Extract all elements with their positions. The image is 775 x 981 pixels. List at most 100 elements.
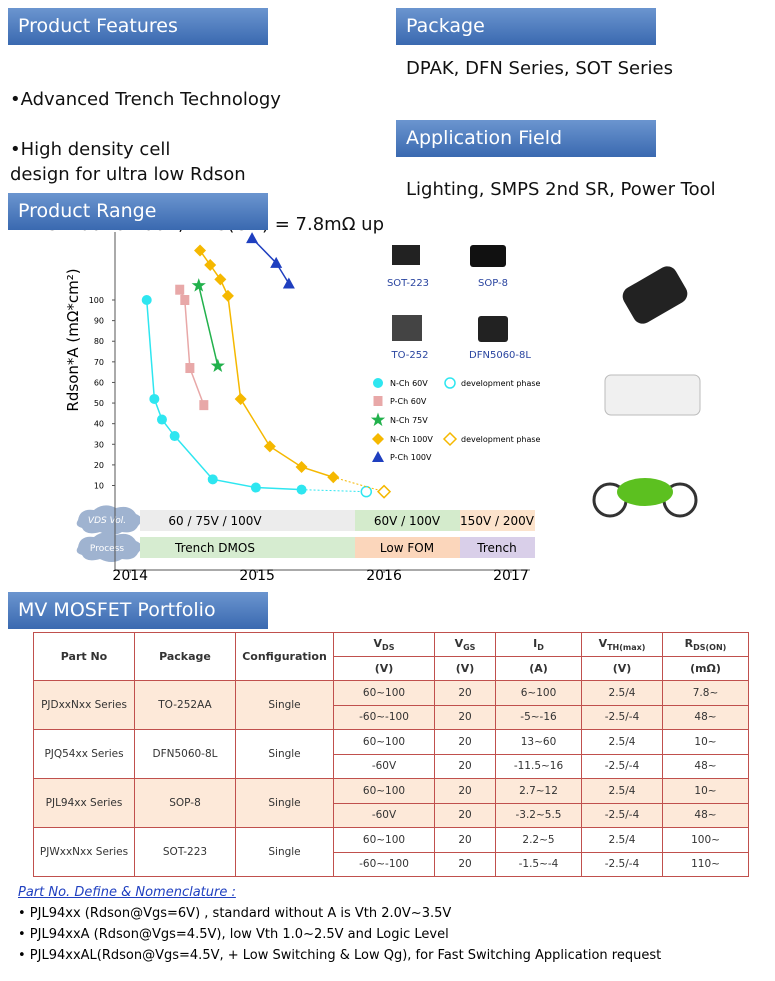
product-photos: [592, 266, 701, 518]
cell: 10~: [662, 729, 749, 755]
package-icons: SOT-223 SOP-8 TO-252 DFN5060-8L: [387, 245, 531, 361]
application-text: Lighting, SMPS 2nd SR, Power Tool: [406, 179, 716, 200]
cell: Single: [235, 729, 334, 779]
point: [199, 400, 209, 411]
unit-cell: (mΩ): [662, 656, 749, 681]
point: [360, 485, 373, 498]
note: • PJL94xxAL(Rdson@Vgs=4.5V, + Low Switch…: [18, 948, 662, 963]
cell: -5~-16: [495, 704, 582, 730]
x-tick-label: 2017: [493, 568, 529, 584]
header-cell: VDS: [333, 632, 435, 657]
note: • PJL94xxA (Rdson@Vgs=4.5V), low Vth 1.0…: [18, 927, 449, 942]
header-cell: VTH(max): [581, 632, 663, 657]
legend-marker: [370, 412, 386, 427]
icon: [392, 245, 420, 265]
point: [194, 244, 207, 257]
cell: Single: [235, 778, 334, 828]
section-header: Package: [396, 8, 656, 45]
row: -60V 20 -11.5~16 -2.5/-4 48~: [34, 753, 749, 779]
header-cell: RDS(ON): [662, 632, 749, 657]
legend-marker: [444, 377, 456, 389]
point: [250, 482, 261, 493]
point: [175, 284, 185, 295]
section-header: Product Range: [8, 193, 268, 230]
point: [207, 474, 218, 485]
cell: -60~-100: [333, 704, 435, 730]
legend-marker: [372, 433, 384, 445]
band-text: 60V / 100V: [374, 514, 441, 528]
portfolio-table: Part No Package Configuration VDS VGS ID VTH(m…: [33, 632, 749, 877]
series-line: [198, 285, 219, 367]
band-label: VDS Vol.: [88, 516, 126, 526]
header-cell: VGS: [434, 632, 496, 657]
feature: •High density cell design for ultra low …: [10, 139, 246, 185]
band: [460, 510, 535, 531]
row: Part No Package Configuration VDS VGS ID VTH(m…: [33, 632, 749, 681]
cell: -3.2~5.5: [495, 802, 582, 828]
usb-charger: [604, 374, 701, 416]
header-main: I: [533, 636, 538, 650]
cell: 2.2~5: [495, 827, 582, 853]
cell: -2.5/-4: [581, 704, 663, 730]
point: [156, 414, 167, 425]
cell: PJL94xx Series: [33, 778, 135, 828]
point: [270, 256, 283, 268]
legend-label: P-Ch 60V: [390, 397, 427, 406]
unit-cell: (V): [333, 656, 435, 681]
cell: 6~100: [495, 680, 582, 706]
y-tick-label: 40: [94, 420, 104, 429]
point: [221, 289, 234, 302]
header-cell: Package: [134, 632, 236, 681]
cell: 20: [434, 827, 496, 853]
point: [282, 277, 295, 289]
cell: PJQ54xx Series: [33, 729, 135, 779]
band: [460, 537, 535, 558]
band: [355, 510, 460, 531]
section-header: Product Features: [8, 8, 268, 45]
band-text: Trench DMOS: [174, 541, 255, 555]
cell: 13~60: [495, 729, 582, 755]
dev-connector: [301, 489, 367, 493]
chart: SOT-223 SOP-8 TO-252 DFN5060-8L VDS Vol.…: [64, 232, 701, 584]
cell: 48~: [662, 704, 749, 730]
row: -60~-100 20 -5~-16 -2.5/-4 48~: [34, 704, 749, 730]
cell: -1.5~-4: [495, 851, 582, 877]
y-axis-label: Rdson*A (mΩ*cm²): [64, 268, 82, 411]
point: [234, 392, 247, 405]
cell: -11.5~16: [495, 753, 582, 779]
bands: VDS Vol. 60 / 75V / 100V 60V / 100V 150V…: [76, 505, 535, 562]
series-line: [251, 237, 290, 284]
header-cell: ID: [495, 632, 582, 657]
header-main: R: [684, 636, 694, 650]
band-text: 150V / 200V: [460, 514, 535, 528]
header-cell: Configuration: [235, 632, 334, 681]
row: PJL94xx Series SOP-8 Single 60~100 20 2.7~12 2…: [33, 778, 749, 828]
legend-label: development phase: [461, 379, 541, 388]
cell: 20: [434, 704, 496, 730]
header-sub: GS: [463, 643, 476, 653]
legend-marker: [372, 451, 384, 462]
icon: [478, 316, 508, 342]
cloud: [76, 505, 142, 535]
cloud: [76, 532, 142, 562]
legend-marker: [373, 396, 383, 406]
cell: 60~100: [333, 680, 435, 706]
cell: TO-252AA: [134, 680, 236, 730]
cell: -2.5/-4: [581, 802, 663, 828]
legend-label: N-Ch 100V: [390, 435, 433, 444]
band-text: Low FOM: [380, 541, 434, 555]
cell: 20: [434, 802, 496, 828]
legend-label: N-Ch 75V: [390, 416, 428, 425]
cell: 48~: [662, 753, 749, 779]
cell: 110~: [662, 851, 749, 877]
legend-marker: [373, 378, 383, 388]
y-tick-label: 100: [89, 296, 104, 305]
point: [204, 258, 217, 271]
cell: 48~: [662, 802, 749, 828]
band: [140, 510, 355, 531]
series-line: [179, 289, 205, 406]
cell: PJDxxNxx Series: [33, 680, 135, 730]
band: [355, 537, 460, 558]
icon: [392, 315, 422, 341]
